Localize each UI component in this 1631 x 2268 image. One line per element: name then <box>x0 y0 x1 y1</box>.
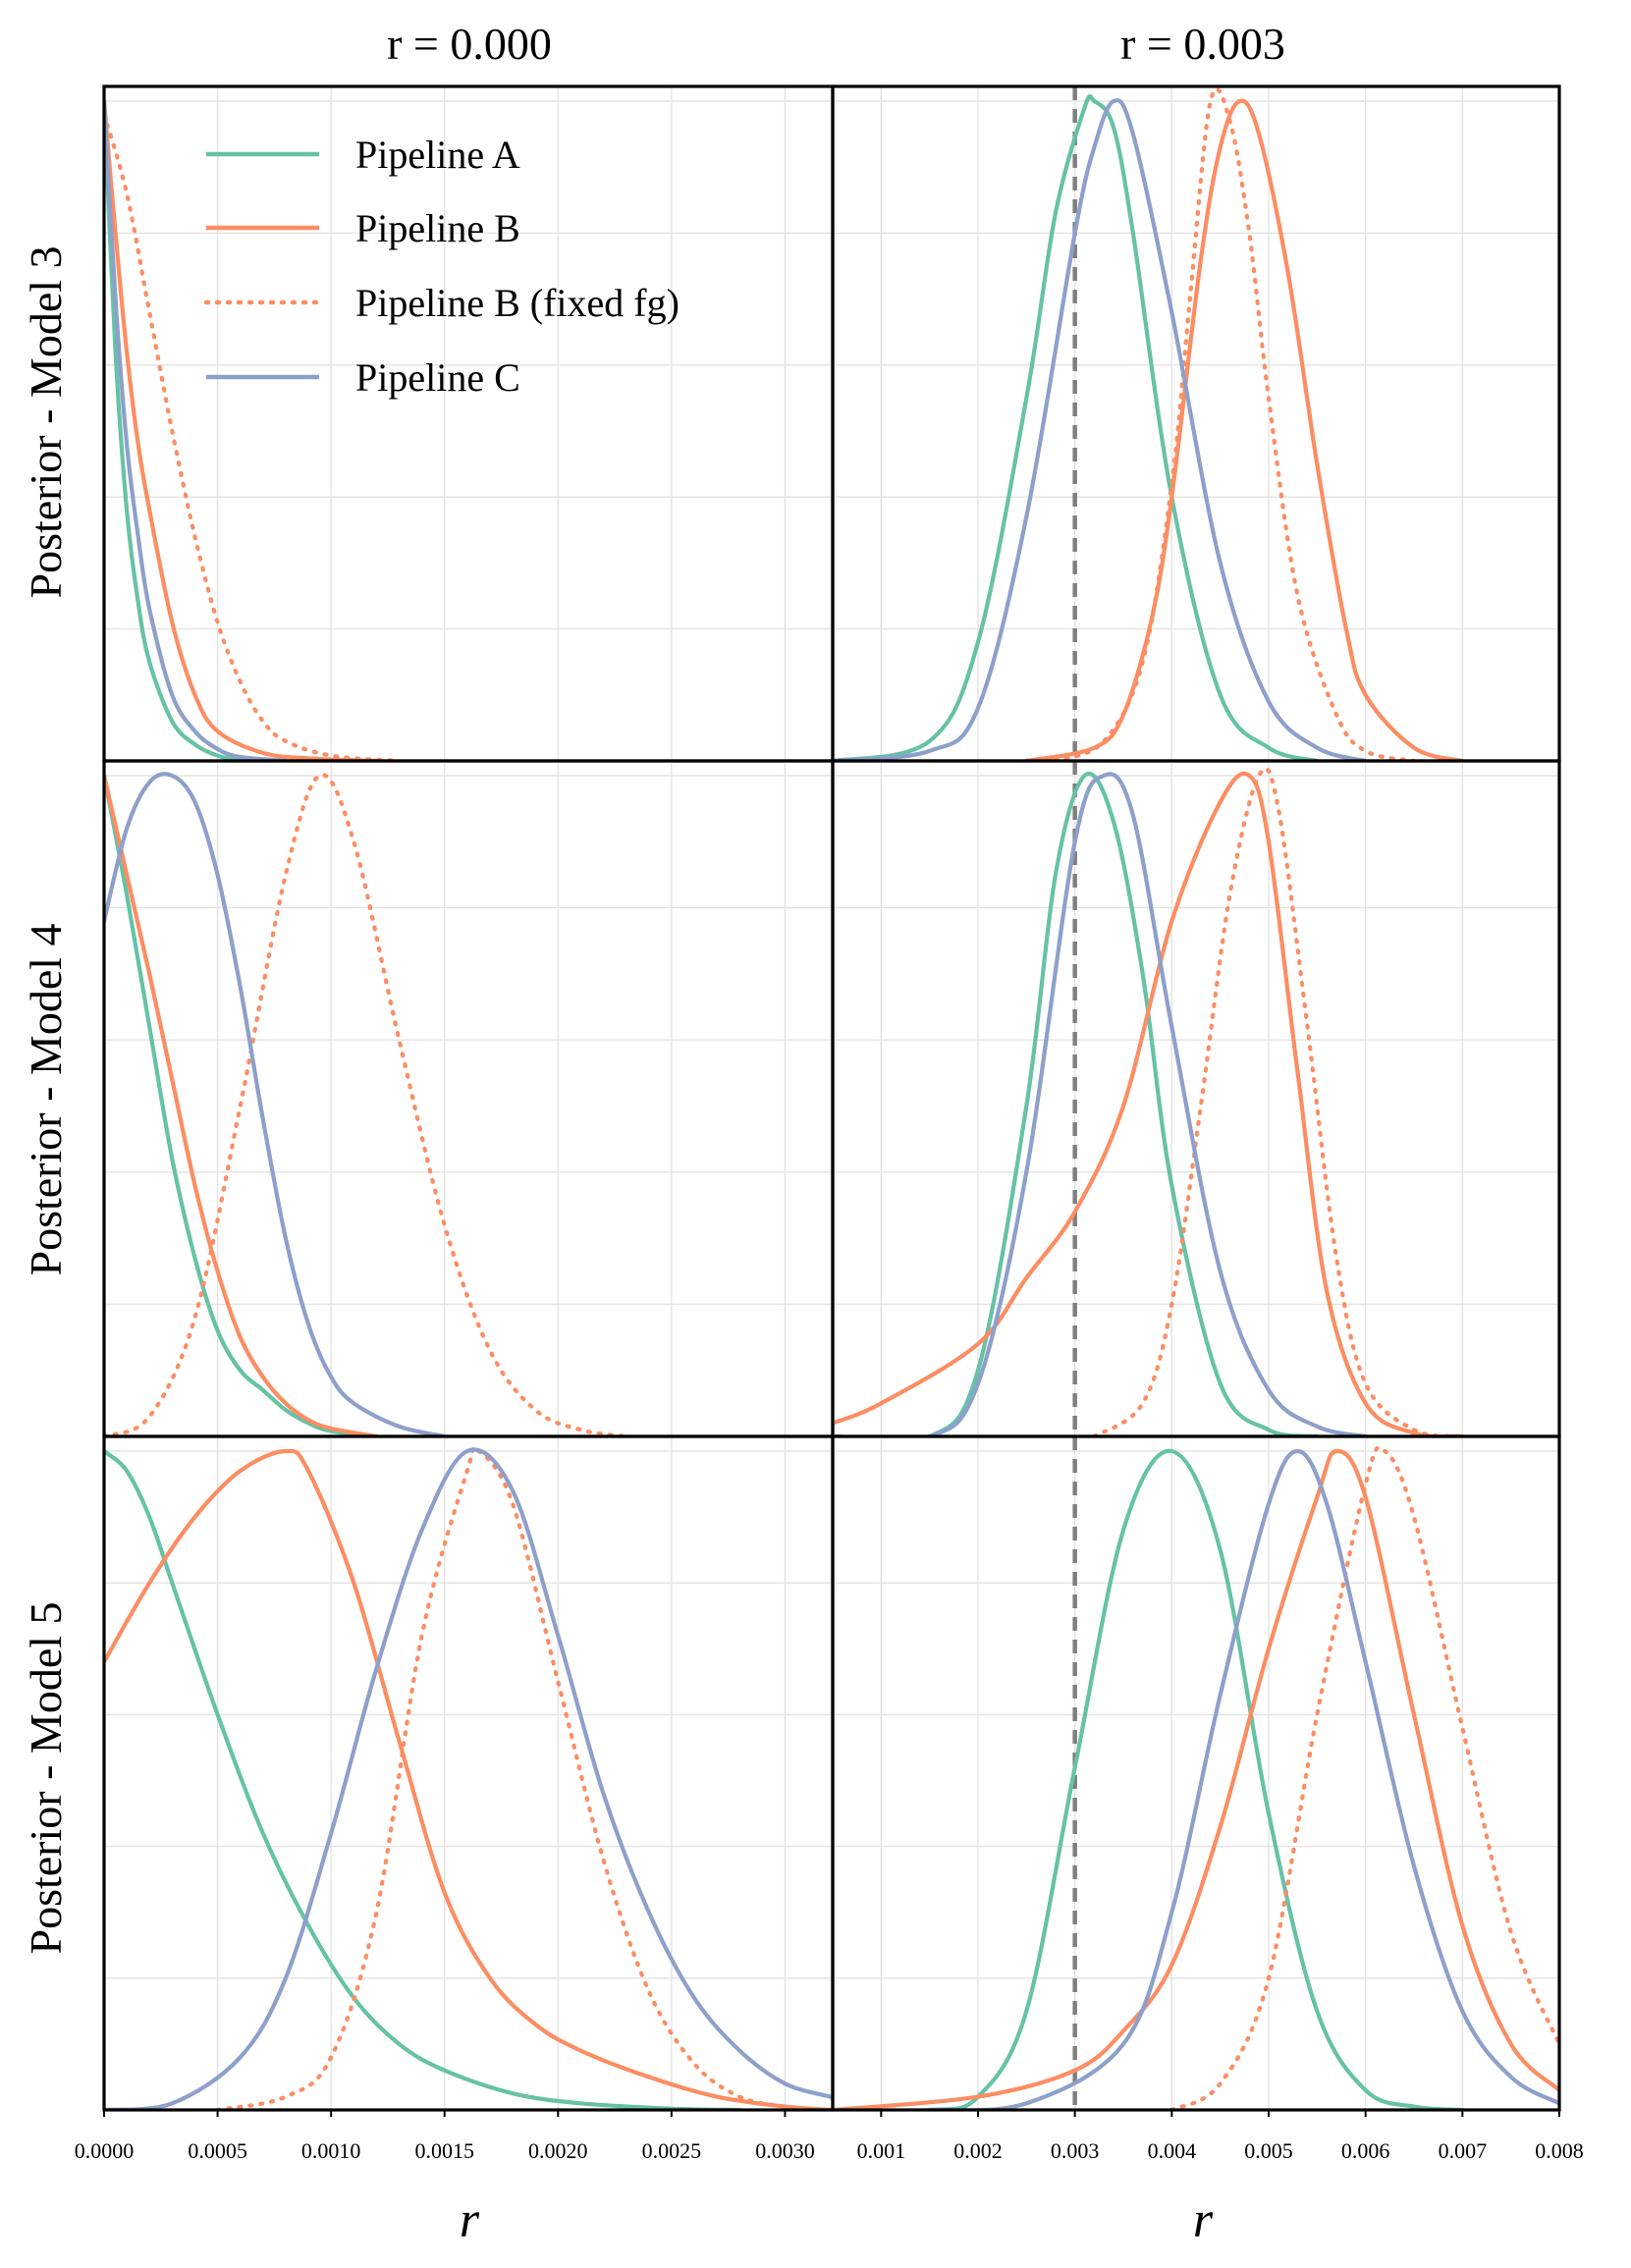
series-line-pipeline-b <box>833 1448 1559 2110</box>
series-line-pipeline-b <box>833 771 1465 1436</box>
legend-entry-pipeline-b-fixed-fg: Pipeline B (fixed fg) <box>203 281 680 325</box>
legend-entry-pipeline-a: Pipeline A <box>206 133 520 177</box>
x-tick-label: 0.0005 <box>188 2138 247 2163</box>
series-line-pipeline-a <box>104 98 288 761</box>
panel-posterior-model-5-col-2 <box>831 1434 1561 2112</box>
series-group <box>833 86 1465 761</box>
legend-label-pipeline-b-fixed-fg: Pipeline B (fixed fg) <box>355 281 680 325</box>
series-line-pipeline-c <box>104 772 447 1436</box>
series-group <box>833 1445 1559 2110</box>
x-tick-label: 0.001 <box>857 2138 906 2163</box>
panel-posterior-model-3-col-1 <box>102 84 835 763</box>
series-line-pipeline-c <box>833 98 1368 761</box>
x-axis-label-right: r <box>1193 2192 1214 2248</box>
series-line-pipeline-a <box>833 1448 1465 2110</box>
x-tick-label: 0.002 <box>953 2138 1003 2163</box>
series-line-pipeline-a <box>833 93 1320 761</box>
legend-entry-pipeline-c: Pipeline C <box>206 355 520 400</box>
legend: Pipeline A Pipeline B Pipeline B (fixed … <box>203 133 680 400</box>
series-line-pipeline-c <box>104 1447 833 2110</box>
series-line-pipeline-b-fixed-fg <box>1169 1445 1559 2110</box>
x-tick-label: 0.0030 <box>755 2138 815 2163</box>
series-group <box>833 766 1465 1436</box>
series-group <box>104 772 628 1436</box>
x-tick-label: 0.0020 <box>528 2138 588 2163</box>
panel-posterior-model-5-col-1 <box>102 1434 835 2112</box>
column-title-r0: r = 0.000 <box>387 19 552 69</box>
series-line-pipeline-c <box>104 98 288 761</box>
series-line-pipeline-b-fixed-fg <box>215 1444 833 2110</box>
panel-frame <box>102 84 835 763</box>
row-label-model-5: Posterior - Model 5 <box>21 1601 71 1954</box>
series-line-pipeline-c <box>833 772 1368 1436</box>
series-line-pipeline-b-fixed-fg <box>104 773 628 1436</box>
x-tick-label: 0.008 <box>1535 2138 1584 2163</box>
series-group <box>104 98 402 761</box>
x-axis-label-left: r <box>460 2192 480 2248</box>
panel-posterior-model-4-col-1 <box>102 759 835 1438</box>
column-title-r0003: r = 0.003 <box>1120 19 1285 69</box>
legend-entry-pipeline-b: Pipeline B <box>206 206 520 250</box>
panel-posterior-model-3-col-2 <box>831 84 1561 763</box>
series-group <box>104 1444 833 2110</box>
legend-label-pipeline-a: Pipeline A <box>355 133 520 177</box>
series-line-pipeline-a <box>104 773 379 1436</box>
panel-frame <box>831 1434 1561 2112</box>
panel-frame <box>831 759 1561 1438</box>
row-label-model-3: Posterior - Model 3 <box>21 245 71 598</box>
series-line-pipeline-b <box>104 98 379 761</box>
series-line-pipeline-b-fixed-fg <box>104 112 402 761</box>
x-tick-label: 0.0015 <box>414 2138 474 2163</box>
series-line-pipeline-b-fixed-fg <box>1092 766 1465 1436</box>
row-label-model-4: Posterior - Model 4 <box>21 923 71 1275</box>
legend-label-pipeline-c: Pipeline C <box>355 355 520 400</box>
x-tick-label: 0.0010 <box>301 2138 361 2163</box>
x-tick-label: 0.006 <box>1341 2138 1390 2163</box>
x-tick-label: 0.003 <box>1051 2138 1100 2163</box>
series-line-pipeline-c <box>927 1448 1559 2110</box>
x-tick-label: 0.0000 <box>75 2138 135 2163</box>
panel-frame <box>831 84 1561 763</box>
panel-posterior-model-4-col-2 <box>831 759 1561 1438</box>
x-tick-label: 0.007 <box>1439 2138 1488 2163</box>
x-tick-label: 0.0025 <box>642 2138 702 2163</box>
series-line-pipeline-a <box>833 772 1320 1436</box>
x-tick-label: 0.005 <box>1244 2138 1293 2163</box>
panel-frame <box>102 1434 835 2112</box>
series-line-pipeline-b <box>104 773 379 1436</box>
series-line-pipeline-b <box>104 1448 833 2110</box>
series-line-pipeline-b <box>1024 98 1465 761</box>
x-tick-label: 0.004 <box>1148 2138 1197 2163</box>
series-line-pipeline-b-fixed-fg <box>1053 86 1417 761</box>
series-line-pipeline-a <box>104 1448 742 2110</box>
legend-label-pipeline-b: Pipeline B <box>355 206 520 250</box>
panels: 0.0000 0.0005 0.0010 0.0015 0.0020 0.0025 0.00… <box>75 84 1584 2163</box>
